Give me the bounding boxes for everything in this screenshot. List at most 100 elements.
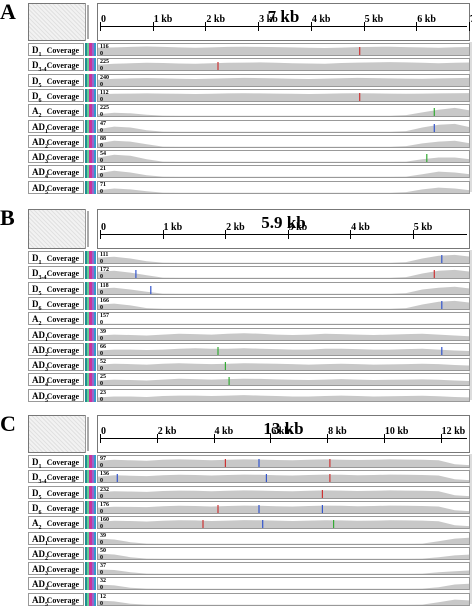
coverage-track[interactable]: 225 0 [97,58,470,72]
track-name[interactable]: AD2 Coverage [28,546,84,562]
track-name[interactable]: AD4 Coverage [28,577,84,592]
track-name[interactable]: A2 Coverage [28,516,84,531]
track-name[interactable]: AD4 Coverage [28,373,84,388]
track-row[interactable]: AD4 Coverage 25 0 [28,373,470,388]
ruler[interactable]: 13 kb 0 2 kb 4 kb 6 kb 8 kb 10 kb 12 kb [97,415,470,453]
coverage-track[interactable]: 112 0 [97,88,470,102]
coverage-track[interactable]: 12 0 [97,592,470,606]
coverage-track[interactable]: 118 0 [97,281,470,295]
track-name[interactable]: D6 Coverage [28,296,84,312]
track-row[interactable]: D6 Coverage 166 0 [28,296,470,312]
coverage-track[interactable]: 66 0 [97,342,470,356]
track-row[interactable]: AD2 Coverage 66 0 [28,342,470,358]
track-name[interactable]: AD3 Coverage [28,358,84,373]
track-row[interactable]: D5 Coverage 232 0 [28,485,470,500]
track-name[interactable]: D5 Coverage [28,485,84,500]
track-name[interactable]: D1 Coverage [28,251,84,266]
coverage-track[interactable]: 23 0 [97,388,470,402]
coverage-track[interactable]: 176 0 [97,500,470,514]
track-row[interactable]: A2 Coverage 157 0 [28,312,470,327]
track-name[interactable]: D1 Coverage [28,455,84,470]
track-row[interactable]: A2 Coverage 225 0 [28,104,470,119]
track-name[interactable]: A2 Coverage [28,104,84,119]
track-row[interactable]: AD2 Coverage 88 0 [28,134,470,150]
coverage-plot [98,584,469,590]
panel-scrollbar[interactable] [469,42,472,192]
coverage-track[interactable]: 37 0 [97,562,470,576]
track-row[interactable]: D3-4 Coverage 136 0 [28,470,470,485]
track-name[interactable]: AD3 Coverage [28,562,84,577]
coverage-track[interactable]: 160 0 [97,516,470,530]
coverage-track[interactable]: 32 0 [97,577,470,591]
track-row[interactable]: A2 Coverage 160 0 [28,516,470,531]
coverage-track[interactable]: 240 0 [97,73,470,87]
coverage-track[interactable]: 88 0 [97,134,470,148]
track-name[interactable]: A2 Coverage [28,312,84,327]
track-row[interactable]: AD5 Coverage 23 0 [28,388,470,403]
track-row[interactable]: AD1 Coverage 39 0 [28,531,470,546]
track-name[interactable]: D3-4 Coverage [28,470,84,485]
track-name[interactable]: AD5 Coverage [28,180,84,195]
track-row[interactable]: D1 Coverage 97 0 [28,455,470,470]
track-row[interactable]: AD4 Coverage 21 0 [28,165,470,180]
track-name[interactable]: AD3 Coverage [28,150,84,165]
track-name[interactable]: D5 Coverage [28,73,84,88]
coverage-track[interactable]: 50 0 [97,546,470,560]
attribute-colors [85,388,97,402]
track-row[interactable]: D3-4 Coverage 225 0 [28,58,470,73]
coverage-track[interactable]: 71 0 [97,180,470,194]
coverage-track[interactable]: 47 0 [97,119,470,133]
track-name[interactable]: AD1 Coverage [28,531,84,546]
track-row[interactable]: D3-4 Coverage 172 0 [28,266,470,281]
coverage-track[interactable]: 39 0 [97,531,470,545]
track-row[interactable]: D1 Coverage 111 0 [28,251,470,266]
variant-mark [224,362,226,371]
panel-scrollbar[interactable] [469,454,472,604]
coverage-track[interactable]: 225 0 [97,104,470,118]
track-name[interactable]: D3-4 Coverage [28,58,84,73]
track-name[interactable]: D5 Coverage [28,281,84,296]
track-name[interactable]: AD2 Coverage [28,134,84,150]
track-row[interactable]: D1 Coverage 116 0 [28,43,470,58]
track-name[interactable]: D1 Coverage [28,43,84,58]
track-row[interactable]: D5 Coverage 240 0 [28,73,470,88]
coverage-track[interactable]: 232 0 [97,485,470,499]
coverage-track[interactable]: 97 0 [97,455,470,468]
coverage-track[interactable]: 172 0 [97,266,470,280]
coverage-track[interactable]: 54 0 [97,150,470,164]
coverage-track[interactable]: 157 0 [97,312,470,326]
track-name[interactable]: AD5 Coverage [28,388,84,403]
track-row[interactable]: D6 Coverage 112 0 [28,88,470,104]
track-row[interactable]: AD5 Coverage 71 0 [28,180,470,195]
coverage-track[interactable]: 52 0 [97,358,470,372]
coverage-track[interactable]: 116 0 [97,43,470,56]
coverage-track[interactable]: 166 0 [97,296,470,310]
track-row[interactable]: AD1 Coverage 39 0 [28,327,470,342]
coverage-track[interactable]: 111 0 [97,251,470,264]
track-name[interactable]: AD2 Coverage [28,342,84,358]
track-row[interactable]: D6 Coverage 176 0 [28,500,470,516]
track-name[interactable]: AD5 Coverage [28,592,84,607]
coverage-track[interactable]: 25 0 [97,373,470,387]
ruler[interactable]: 7 kb 0 1 kb 2 kb 3 kb 4 kb 5 kb 6 kb 7 kb [97,3,472,41]
track-name[interactable]: AD1 Coverage [28,327,84,342]
track-name[interactable]: AD1 Coverage [28,119,84,134]
track-name[interactable]: D6 Coverage [28,88,84,104]
track-row[interactable]: AD3 Coverage 54 0 [28,150,470,165]
track-row[interactable]: AD1 Coverage 47 0 [28,119,470,134]
track-row[interactable]: AD2 Coverage 50 0 [28,546,470,562]
coverage-track[interactable]: 136 0 [97,470,470,484]
panel-scrollbar[interactable] [469,250,472,400]
ruler[interactable]: 5.9 kb 0 1 kb 2 kb 3 kb 4 kb 5 kb [97,209,470,249]
coverage-track[interactable]: 21 0 [97,165,470,179]
track-row[interactable]: AD4 Coverage 32 0 [28,577,470,592]
track-name[interactable]: AD4 Coverage [28,165,84,180]
coverage-track[interactable]: 39 0 [97,327,470,341]
track-row[interactable]: D5 Coverage 118 0 [28,281,470,296]
track-name[interactable]: D6 Coverage [28,500,84,516]
track-row[interactable]: AD3 Coverage 37 0 [28,562,470,577]
track-row[interactable]: AD5 Coverage 12 0 [28,592,470,607]
track-row[interactable]: AD3 Coverage 52 0 [28,358,470,373]
ruler-tick-label: 2 kb [226,222,245,233]
track-name[interactable]: D3-4 Coverage [28,266,84,281]
